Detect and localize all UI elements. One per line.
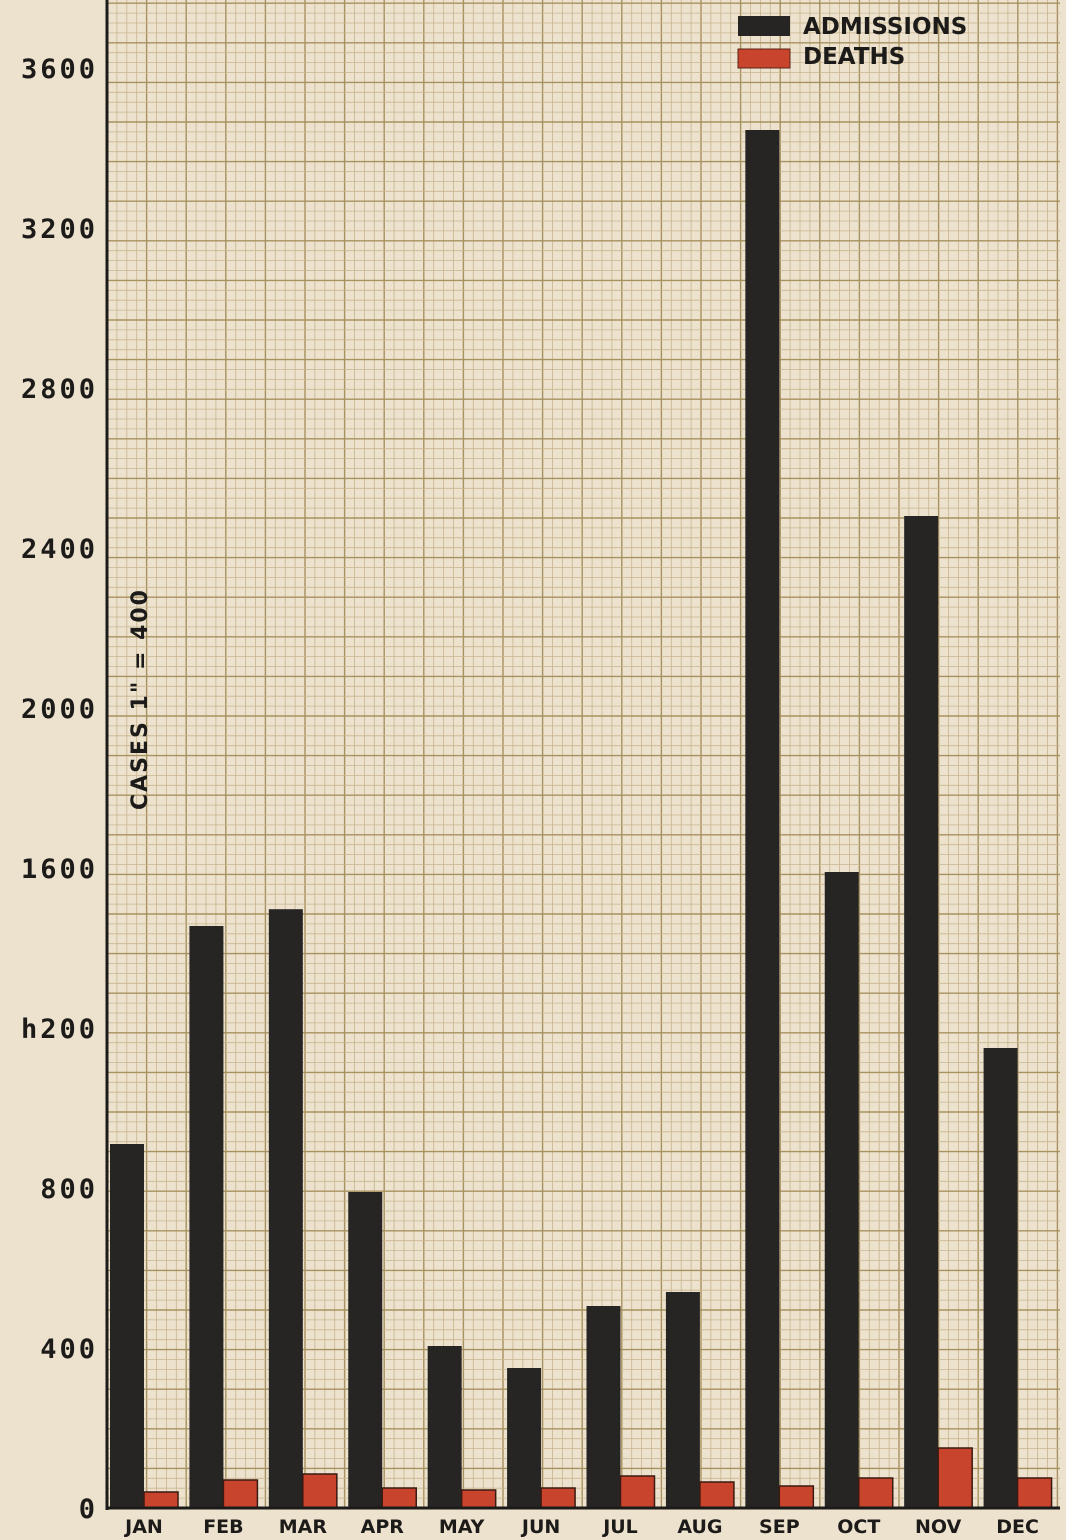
bar-deaths-jul	[619, 1475, 656, 1509]
bar-admissions-jun	[507, 1368, 542, 1508]
bar-deaths-dec	[1016, 1477, 1053, 1509]
bar-deaths-jun	[540, 1487, 576, 1509]
bar-admissions-sep	[745, 130, 780, 1508]
bar-admissions-feb	[189, 926, 224, 1508]
bar-deaths-aug	[699, 1481, 735, 1509]
legend: ADMISSIONS DEATHS	[737, 14, 967, 70]
x-tick-label: APR	[361, 1516, 405, 1538]
bar-deaths-nov	[937, 1447, 973, 1509]
bar-admissions-jul	[586, 1306, 621, 1508]
bar-admissions-oct	[824, 872, 859, 1508]
y-tick-label: 2800	[21, 374, 98, 405]
bar-admissions-mar	[268, 909, 303, 1508]
bars	[110, 130, 1053, 1509]
bar-admissions-may	[427, 1346, 462, 1508]
bar-deaths-sep	[778, 1485, 815, 1509]
y-tick-label: 3600	[21, 54, 98, 85]
y-tick-label: 1600	[21, 854, 98, 885]
bar-admissions-aug	[665, 1292, 700, 1508]
x-tick-labels: JAN FEB MAR APR MAY JUN JUL AUG SEP OCT NOV DEC	[123, 1516, 1039, 1538]
axes	[105, 0, 1060, 1510]
x-tick-label: MAR	[279, 1516, 328, 1538]
bar-deaths-jan	[143, 1491, 179, 1509]
legend-label-admissions: ADMISSIONS	[803, 14, 967, 40]
y-tick-labels: 0 400 800 h200 1600 2000 2400 2800 3200 3600	[21, 54, 98, 1525]
x-tick-label: OCT	[837, 1516, 880, 1538]
bar-deaths-may	[460, 1489, 497, 1509]
y-tick-label: 3200	[21, 214, 98, 245]
x-tick-label: MAY	[439, 1516, 485, 1538]
bar-admissions-apr	[348, 1192, 383, 1508]
y-tick-label: h200	[21, 1014, 98, 1045]
x-tick-label: AUG	[677, 1516, 722, 1538]
bar-deaths-oct	[858, 1477, 894, 1509]
bar-admissions-nov	[904, 516, 939, 1508]
bar-admissions-dec	[983, 1048, 1018, 1508]
y-tick-label: 2400	[21, 534, 98, 565]
legend-label-deaths: DEATHS	[803, 44, 905, 70]
legend-swatch-admissions	[738, 16, 790, 36]
bar-admissions-jan	[110, 1144, 144, 1508]
y-axis-label: CASES 1" = 400	[128, 588, 153, 810]
y-tick-label: 0	[79, 1494, 98, 1525]
bar-deaths-feb	[222, 1479, 259, 1509]
x-tick-label: NOV	[915, 1516, 962, 1538]
x-tick-label: JUN	[520, 1516, 560, 1538]
bar-deaths-apr	[381, 1487, 417, 1509]
bar-deaths-mar	[302, 1473, 338, 1509]
x-tick-label: DEC	[996, 1516, 1039, 1538]
x-tick-label: JUL	[601, 1516, 638, 1538]
x-tick-label: SEP	[759, 1516, 800, 1538]
y-tick-label: 2000	[21, 694, 98, 725]
legend-swatch-deaths	[737, 48, 791, 69]
y-tick-label: 800	[40, 1174, 98, 1205]
x-tick-label: JAN	[123, 1516, 163, 1538]
x-tick-label: FEB	[203, 1516, 243, 1538]
y-tick-label: 400	[40, 1334, 98, 1365]
